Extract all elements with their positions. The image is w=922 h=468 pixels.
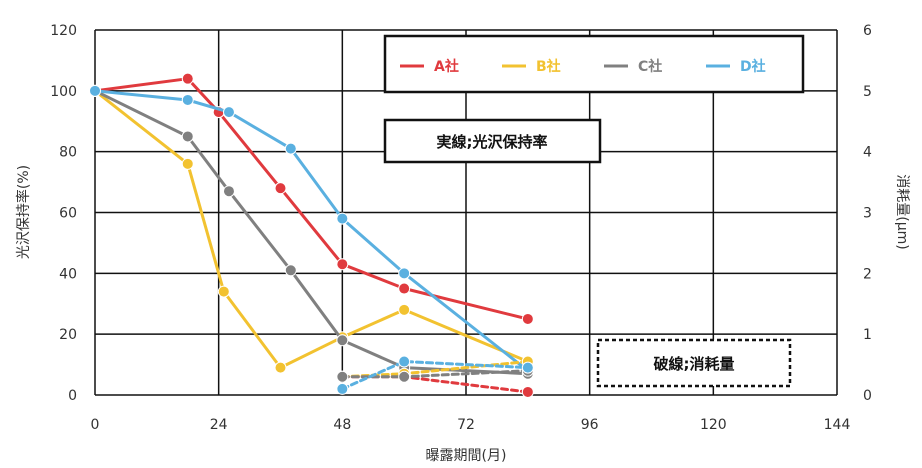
data-point: [284, 264, 297, 277]
x-tick-label: 144: [824, 417, 851, 433]
series-8-dashed: [336, 355, 534, 395]
y2-axis-title: 消耗量(μm): [894, 174, 910, 249]
annotation-solid-box: [383, 118, 602, 164]
data-point: [181, 93, 194, 106]
data-point: [521, 385, 534, 398]
data-point: [89, 84, 101, 97]
data-point: [274, 361, 287, 374]
legend-label: C社: [638, 58, 662, 75]
data-point: [398, 370, 411, 383]
data-point: [274, 182, 287, 195]
y-tick-label: 100: [50, 84, 77, 100]
y-axis-left-ticks: 0 20 40 60 80 100 120: [50, 23, 77, 404]
y2-tick-label: 5: [863, 84, 872, 100]
annotation-dashed-text: 破線;消耗量: [654, 355, 735, 373]
data-point: [181, 72, 194, 85]
legend: A社 B社 C社 D社: [383, 34, 805, 94]
data-point: [398, 267, 411, 280]
legend-label: A社: [434, 58, 459, 75]
x-tick-label: 96: [581, 417, 599, 433]
annotation-dashed: 破線;消耗量: [596, 338, 792, 388]
series-layer: [89, 72, 534, 398]
y2-tick-label: 4: [863, 145, 872, 161]
annotation-solid-text: 実線;光沢保持率: [437, 133, 548, 151]
y-tick-label: 20: [59, 327, 77, 343]
data-point: [521, 312, 534, 325]
data-point: [181, 130, 194, 143]
legend-box: [383, 34, 805, 94]
annotation-solid: 実線;光沢保持率: [383, 118, 602, 164]
x-axis-title: 曝露期間(月): [426, 448, 507, 464]
legend-label: D社: [740, 58, 766, 75]
data-point: [336, 334, 349, 347]
x-tick-label: 24: [210, 417, 228, 433]
x-tick-label: 72: [457, 417, 475, 433]
y2-tick-label: 0: [863, 388, 872, 404]
data-point: [181, 157, 194, 170]
y-tick-label: 40: [59, 266, 77, 282]
data-point: [336, 370, 349, 383]
series-7-dashed: [336, 364, 534, 383]
x-axis-ticks: 0 24 48 72 96 120 144: [91, 417, 851, 433]
data-point: [398, 282, 411, 295]
data-point: [398, 303, 411, 316]
data-point: [521, 361, 534, 374]
y2-tick-label: 2: [863, 266, 872, 282]
legend-items: A社 B社 C社 D社: [400, 58, 766, 75]
y-axis-title: 光沢保持率(%): [15, 165, 32, 259]
y2-tick-label: 3: [863, 206, 872, 222]
grid-lines: [94, 29, 838, 396]
series-4-solid: [89, 84, 534, 377]
legend-label: B社: [536, 58, 561, 75]
x-tick-label: 120: [700, 417, 727, 433]
y-tick-label: 0: [68, 388, 77, 404]
x-tick-label: 0: [91, 417, 100, 433]
y2-tick-label: 6: [863, 23, 872, 39]
annotation-dashed-box: [596, 338, 792, 388]
data-point: [222, 106, 235, 119]
data-point: [398, 355, 411, 368]
series-line: [340, 360, 530, 391]
y-tick-label: 80: [59, 145, 77, 161]
data-point: [222, 185, 235, 198]
x-tick-label: 48: [333, 417, 351, 433]
data-point: [336, 212, 349, 225]
data-point: [217, 285, 230, 298]
data-point: [284, 142, 297, 155]
y-tick-label: 120: [50, 23, 77, 39]
data-point: [336, 382, 349, 395]
data-point: [336, 258, 349, 271]
y-axis-right-ticks: 0 1 2 3 4 5 6: [863, 23, 872, 404]
y2-tick-label: 1: [863, 327, 872, 343]
y-tick-label: 60: [59, 206, 77, 222]
